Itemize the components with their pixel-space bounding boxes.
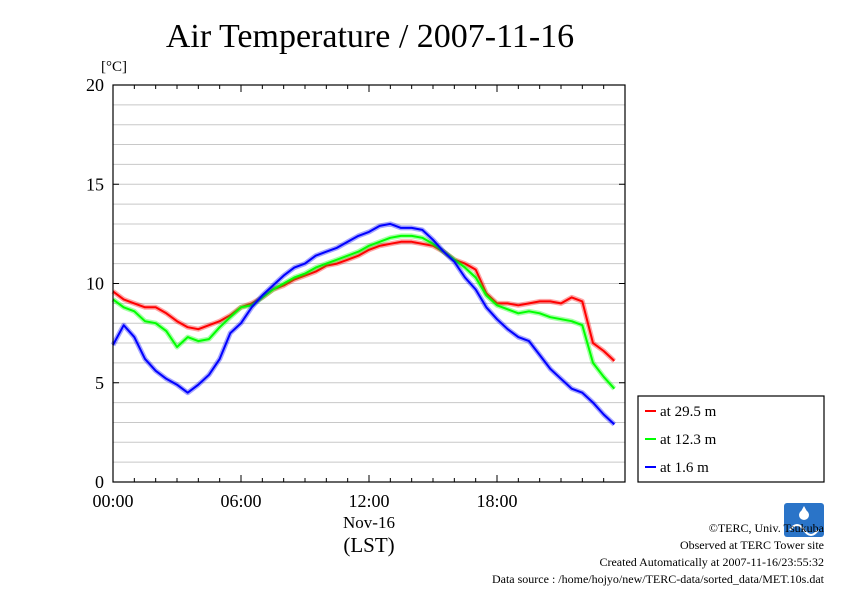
- grid-lines: [113, 104, 625, 463]
- x-axis-date-label: Nov-16: [343, 513, 395, 532]
- series-lines: [110, 221, 617, 427]
- series-line: [112, 240, 615, 362]
- x-tick-label: 00:00: [92, 491, 133, 511]
- y-tick-label: 20: [86, 75, 104, 95]
- y-tick-label: 15: [86, 174, 104, 194]
- footer-source: Data source : /home/hojyo/new/TERC-data/…: [491, 572, 824, 586]
- footer-credits: ©TERC, Univ. Tsukuba Observed at TERC To…: [492, 520, 824, 588]
- x-axis-unit-label: (LST): [343, 533, 394, 557]
- terc-logo: [784, 503, 824, 537]
- series-line: [112, 234, 616, 390]
- x-tick-label: 18:00: [476, 491, 517, 511]
- legend-label: at 12.3 m: [660, 432, 717, 448]
- legend-label: at 29.5 m: [660, 404, 717, 420]
- axis-ticks: 0 5 10 15 20 00:00 06:00 12:00 18:00: [86, 75, 625, 511]
- x-tick-label: 06:00: [220, 491, 261, 511]
- y-axis-unit-label: [°C]: [101, 59, 127, 75]
- footer-created: Created Automatically at 2007-11-16/23:5…: [599, 555, 824, 569]
- y-tick-label: 0: [95, 472, 104, 492]
- chart-title: Air Temperature / 2007-11-16: [166, 18, 574, 55]
- legend-label: at 1.6 m: [660, 460, 709, 476]
- y-tick-label: 10: [86, 274, 104, 294]
- series-line: [112, 222, 615, 426]
- x-tick-label: 12:00: [348, 491, 389, 511]
- y-tick-label: 5: [95, 373, 104, 393]
- footer-observed: Observed at TERC Tower site: [679, 538, 824, 552]
- footer-copyright: ©TERC, Univ. Tsukuba: [708, 521, 824, 535]
- legend-frame: [637, 395, 825, 483]
- legend: at 29.5 m at 12.3 m at 1.6 m: [637, 395, 825, 483]
